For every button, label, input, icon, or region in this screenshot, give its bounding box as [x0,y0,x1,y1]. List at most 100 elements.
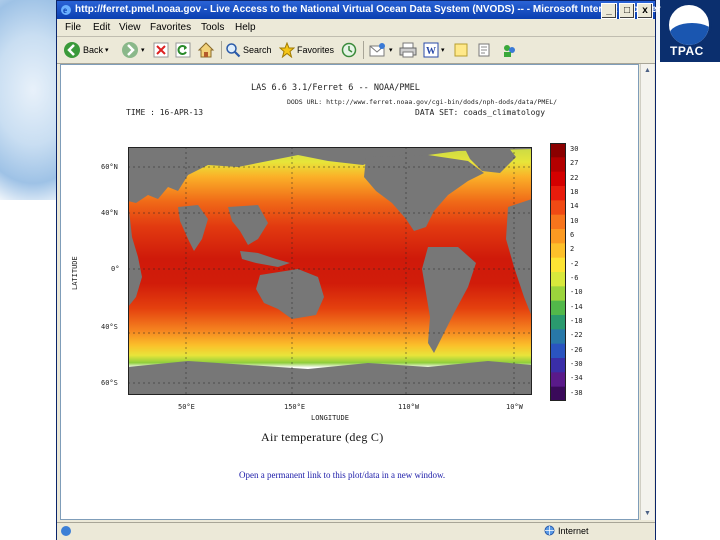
word-icon: W [423,42,439,58]
colorbar-label: -10 [570,288,583,297]
land-eurasia [128,147,532,203]
vertical-scrollbar[interactable]: ▲ ▼ [640,64,654,520]
back-button[interactable]: Back ▾ [63,40,109,60]
browser-window: e http://ferret.pmel.noaa.gov - Live Acc… [56,0,661,540]
colorbar-swatch [550,286,566,302]
window-controls: _ □ x [601,3,653,19]
colorbar-label: -30 [570,360,583,368]
menu-favorites[interactable]: Favorites [150,22,192,33]
minimize-button[interactable]: _ [601,3,617,19]
forward-button[interactable]: ▾ [121,40,145,60]
stop-button[interactable] [153,40,169,60]
permanent-link[interactable]: Open a permanent link to this plot/data … [239,470,446,480]
title-bar: e http://ferret.pmel.noaa.gov - Live Acc… [57,1,661,19]
home-icon [197,42,215,58]
lat-label-60s: 60°S [101,379,118,387]
zone-label: Internet [558,525,589,536]
close-button[interactable]: x [637,3,653,19]
menu-tools[interactable]: Tools [201,22,225,33]
menu-view[interactable]: View [119,22,141,33]
plot-dataset-label: DATA SET: coads_climatology [415,108,546,117]
history-button[interactable] [341,40,357,60]
plot-frame [128,147,532,395]
colorbar-swatch [550,315,566,330]
menu-file[interactable]: File [65,22,82,33]
land-antarctica [128,361,532,395]
scroll-down-icon[interactable]: ▼ [644,510,651,517]
lon-label-50e: 50°E [178,403,195,411]
mail-dropdown-icon[interactable]: ▾ [389,47,393,54]
svg-text:e: e [63,5,67,15]
maximize-button[interactable]: □ [619,3,635,19]
colorbar-swatch [550,171,566,187]
colorbar-swatch [550,300,566,316]
colorbar-swatch [550,272,566,287]
window-title: http://ferret.pmel.noaa.gov - Live Acces… [75,4,661,15]
colorbar-swatch [550,343,566,359]
colorbar-label: 14 [570,202,579,211]
colorbar-label: -34 [570,374,583,383]
toolbar: Back ▾ ▾ Search Favorites [57,37,655,64]
menu-help[interactable]: Help [235,22,256,33]
colorbar-label: -2 [570,259,579,268]
back-dropdown-icon[interactable]: ▾ [105,47,109,54]
colorbar-swatch [550,143,566,158]
word-edit-button[interactable]: W ▾ [423,40,445,60]
messenger-button[interactable] [501,40,517,60]
colorbar-swatch [550,214,566,230]
back-arrow-icon [64,42,80,58]
favorites-button[interactable]: Favorites [279,40,334,60]
history-icon [341,42,357,58]
colorbar-label: -6 [570,274,579,282]
colorbar-swatch [550,186,566,201]
search-label: Search [243,45,272,55]
printer-icon [399,42,417,58]
toolbar-separator [221,41,222,59]
scroll-up-icon[interactable]: ▲ [644,67,651,74]
tpac-logo: TPAC [660,0,720,62]
favorites-star-icon [279,42,295,58]
menu-edit[interactable]: Edit [93,22,111,33]
mail-button[interactable]: ▾ [369,40,393,60]
colorbar-swatch [550,157,566,173]
svg-text:W: W [426,46,436,57]
home-button[interactable] [197,40,215,60]
forward-dropdown-icon[interactable]: ▾ [141,47,145,54]
page-status-icon [61,526,71,536]
discuss-button[interactable] [453,40,469,60]
colorbar-label: 6 [570,231,575,239]
research-button[interactable] [477,40,493,60]
lat-label-equator: 0° [111,265,120,273]
lat-label-60n: 60°N [101,163,118,171]
menu-bar: File Edit View Favorites Tools Help [57,19,655,37]
map-plot [128,147,532,395]
land-north-america [364,155,484,231]
land-india [178,205,208,251]
colorbar-label: -18 [570,317,583,325]
word-dropdown-icon[interactable]: ▾ [441,47,445,54]
colorbar-swatch [550,358,566,373]
land-africa-east [506,199,532,317]
land-south-america [422,247,476,353]
colorbar-label: -14 [570,302,583,311]
colorbar-label: -38 [570,388,583,397]
colorbar-swatch [550,257,566,273]
page-content: LAS 6.6 3.1/Ferret 6 -- NOAA/PMEL DODS U… [60,64,639,520]
colorbar-label: 18 [570,188,579,196]
search-button[interactable]: Search [225,40,272,60]
land-australia [256,269,324,319]
plot-time-label: TIME : 16-APR-13 [126,108,204,117]
favorites-label: Favorites [297,45,335,55]
refresh-button[interactable] [175,40,191,60]
print-button[interactable] [399,40,417,60]
colorbar-label: -26 [570,345,583,354]
grid-lines [128,147,532,395]
messenger-icon [504,45,515,57]
variable-title: Air temperature (deg C) [261,430,384,444]
land-europe-africa [128,201,142,395]
y-axis-title: LATITUDE [71,256,79,290]
lon-label-110w: 110°W [398,403,420,411]
research-icon [478,43,490,57]
note-icon [454,43,468,57]
lat-label-40n: 40°N [101,209,118,217]
